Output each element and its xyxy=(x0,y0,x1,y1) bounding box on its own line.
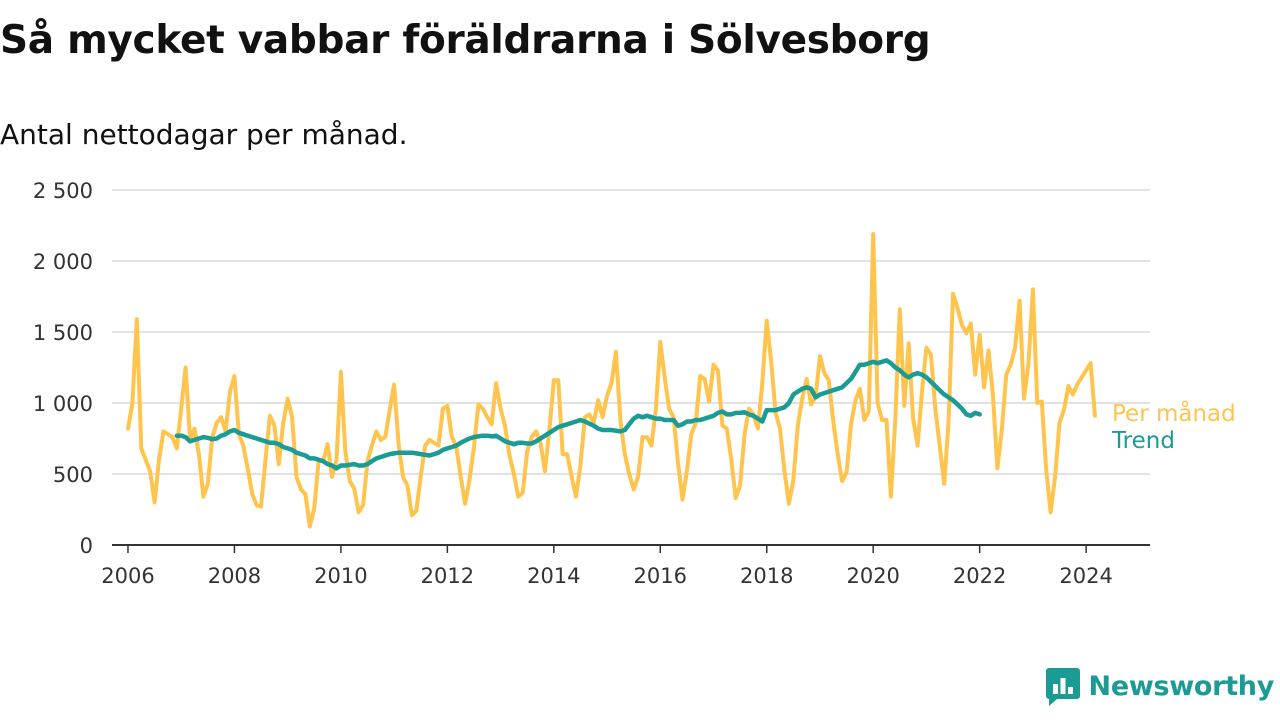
x-tick-label: 2006 xyxy=(101,564,154,588)
legend-label-per-manad: Per månad xyxy=(1112,399,1236,427)
chart-subtitle: Antal nettodagar per månad. xyxy=(0,118,408,151)
x-tick-label: 2014 xyxy=(527,564,580,588)
x-tick-label: 2012 xyxy=(421,564,474,588)
x-tick-label: 2018 xyxy=(740,564,793,588)
legend-label-trend: Trend xyxy=(1111,428,1175,454)
x-tick-label: 2022 xyxy=(953,564,1006,588)
x-tick-label: 2010 xyxy=(314,564,367,588)
series-group xyxy=(126,232,1097,529)
y-tick-label: 1 000 xyxy=(33,392,93,416)
y-tick-label: 2 500 xyxy=(33,179,93,203)
line-chart: 0 500 1 000 1 500 2 000 2 500 2006 2008 2010 201… xyxy=(33,179,1236,588)
x-tick-label: 2008 xyxy=(208,564,261,588)
x-tick-label: 2016 xyxy=(634,564,687,588)
brand-logo: Newsworthy xyxy=(1045,666,1274,706)
y-tick-label: 1 500 xyxy=(33,321,93,345)
x-tick-label: 2020 xyxy=(846,564,899,588)
brand-name: Newsworthy xyxy=(1088,670,1275,702)
newsworthy-logo-icon xyxy=(1045,668,1080,706)
x-tick-label: 2024 xyxy=(1059,564,1112,588)
series-line-trend xyxy=(174,358,982,471)
x-axis: 2006 2008 2010 2012 2014 2016 2018 2020 2022 2024 xyxy=(101,544,1150,588)
y-tick-label: 0 xyxy=(80,534,93,558)
y-axis: 0 500 1 000 1 500 2 000 2 500 xyxy=(33,179,93,558)
y-tick-label: 500 xyxy=(53,463,93,487)
series-line-per-manad xyxy=(126,232,1097,529)
y-tick-label: 2 000 xyxy=(33,250,93,274)
chart-title: Så mycket vabbar föräldrarna i Sölvesbor… xyxy=(0,18,931,63)
